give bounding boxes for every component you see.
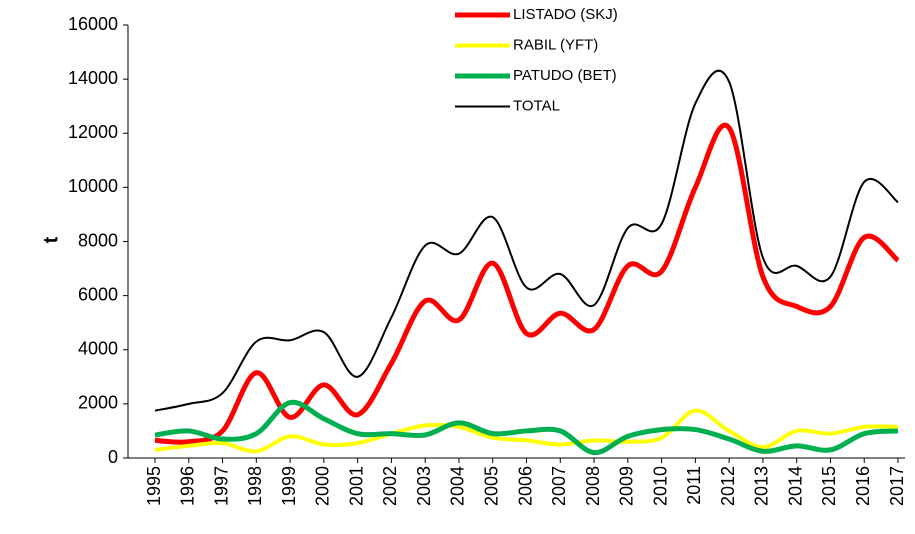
x-tick-label: 2010 [650, 466, 670, 506]
x-tick-label: 2015 [819, 466, 839, 506]
y-tick-label: 8000 [78, 230, 118, 250]
y-tick-label: 0 [108, 447, 118, 467]
y-tick-label: 2000 [78, 393, 118, 413]
x-tick-label: 2013 [752, 466, 772, 506]
x-tick-label: 1998 [245, 466, 265, 506]
series-line [154, 399, 899, 456]
x-tick-label: 2008 [583, 466, 603, 506]
x-tick-label: 2000 [313, 466, 333, 506]
x-tick-label: 2011 [684, 466, 704, 505]
x-tick-label: 2005 [481, 466, 501, 506]
series-line [154, 122, 900, 445]
y-tick-label: 12000 [68, 122, 118, 142]
x-tick-label: 2004 [448, 466, 468, 506]
x-tick-label: 2002 [380, 466, 400, 506]
legend-label: LISTADO (SKJ) [513, 6, 618, 23]
x-tick-label: 2009 [617, 466, 637, 506]
x-tick-label: 2016 [853, 466, 873, 506]
x-tick-label: 1997 [211, 466, 231, 506]
y-axis-label: t [40, 236, 62, 243]
y-tick-label: 6000 [78, 284, 118, 304]
series-line [154, 408, 899, 454]
x-tick-label: 2014 [785, 466, 805, 506]
x-tick-label: 2017 [887, 466, 907, 506]
legend-label: PATUDO (BET) [513, 67, 617, 84]
y-tick-label: 10000 [68, 176, 118, 196]
legend-label: RABIL (YFT) [513, 36, 598, 53]
x-tick-label: 1999 [279, 466, 299, 506]
x-tick-label: 1996 [178, 466, 198, 506]
y-tick-label: 14000 [68, 68, 118, 88]
y-tick-label: 16000 [68, 14, 118, 34]
y-tick-label: 4000 [78, 339, 118, 359]
x-tick-label: 2003 [414, 466, 434, 506]
x-tick-label: 2007 [549, 466, 569, 506]
x-tick-label: 2001 [346, 466, 366, 506]
x-tick-label: 2012 [718, 466, 738, 506]
x-tick-label: 2006 [515, 466, 535, 506]
x-tick-label: 1995 [144, 466, 164, 506]
legend-label: TOTAL [513, 97, 560, 114]
series-line [154, 69, 899, 412]
